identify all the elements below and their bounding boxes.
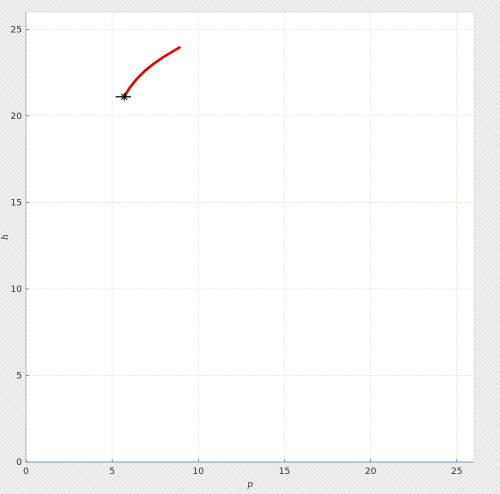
x-axis-label: p bbox=[247, 480, 253, 490]
star-marker bbox=[120, 92, 129, 101]
markers bbox=[120, 92, 129, 101]
marker-stroke bbox=[120, 93, 128, 101]
y-axis-label: h bbox=[1, 234, 11, 240]
y-tick-label: 0 bbox=[16, 458, 22, 468]
y-ticks: 0 5 10 15 20 25 bbox=[11, 25, 29, 468]
x-tick-label: 5 bbox=[109, 467, 115, 477]
series-line bbox=[122, 46, 181, 99]
x-ticks: 0 5 10 15 20 25 bbox=[23, 459, 462, 477]
y-tick-label: 15 bbox=[11, 198, 22, 208]
x-tick-label: 25 bbox=[451, 467, 462, 477]
y-tick-label: 20 bbox=[11, 112, 23, 122]
plot-area bbox=[25, 11, 475, 463]
y-tick-label: 10 bbox=[11, 285, 23, 295]
x-tick-label: 0 bbox=[23, 467, 29, 477]
y-tick-label: 5 bbox=[16, 371, 22, 381]
x-tick-label: 20 bbox=[365, 467, 377, 477]
highlight-lines bbox=[26, 12, 474, 462]
x-tick-label: 10 bbox=[193, 467, 205, 477]
y-tick-label: 25 bbox=[11, 25, 22, 35]
x-tick-label: 15 bbox=[279, 467, 290, 477]
axes bbox=[25, 12, 474, 463]
